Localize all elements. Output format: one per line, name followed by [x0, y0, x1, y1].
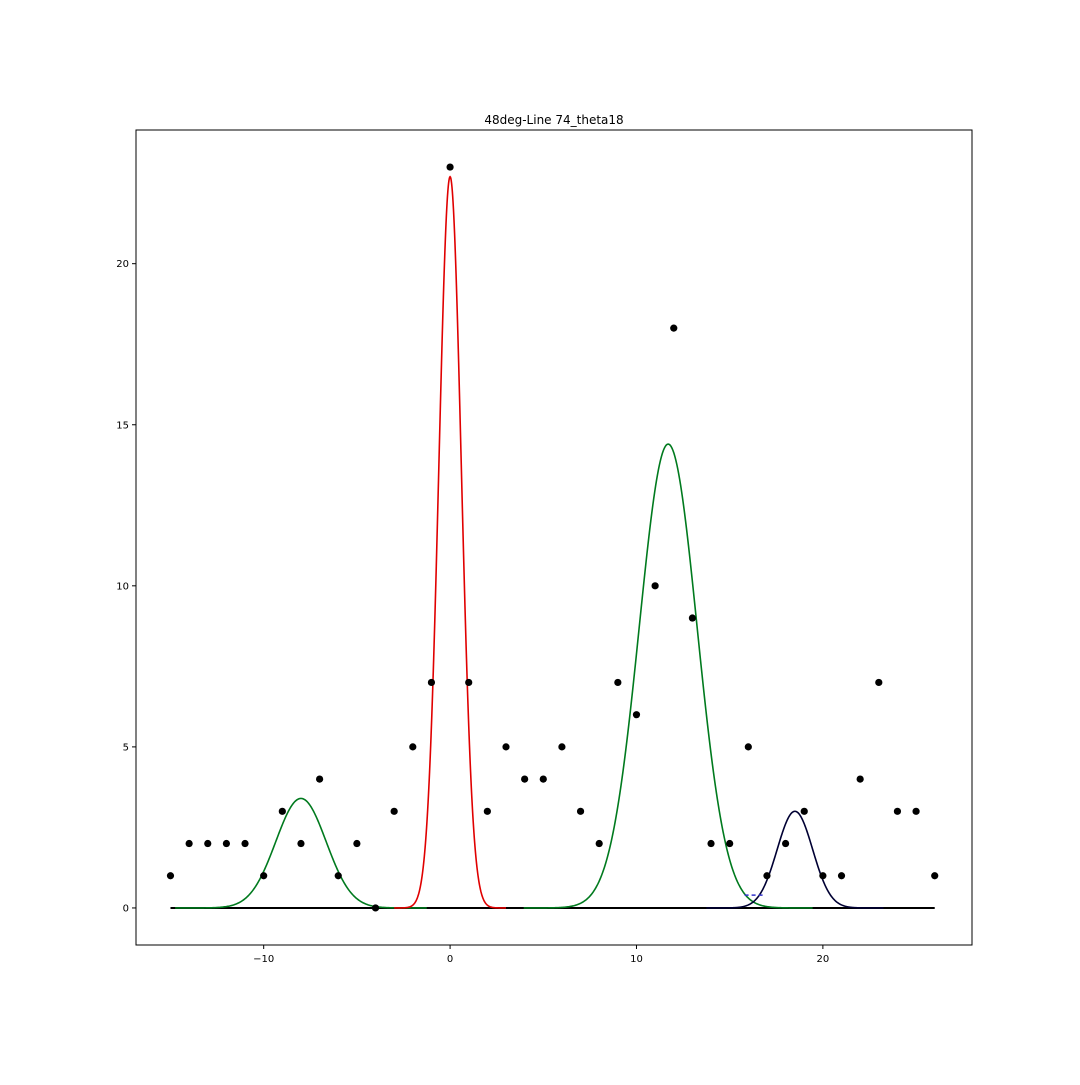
data-point — [409, 743, 417, 751]
data-point — [539, 775, 547, 783]
data-point — [260, 872, 268, 880]
data-point — [837, 872, 846, 880]
y-tick-label: 10 — [116, 581, 129, 592]
data-point — [483, 807, 491, 815]
y-tick-label: 15 — [116, 420, 129, 431]
data-point — [576, 807, 585, 815]
plot-frame — [135, 129, 973, 946]
ticks-layer: −10 0 10 20 0 5 10 15 20 — [116, 259, 829, 965]
data-point — [614, 678, 622, 687]
data-point — [763, 872, 771, 880]
x-tick-label: 20 — [817, 954, 830, 965]
data-point — [595, 839, 603, 848]
data-point — [185, 839, 193, 848]
data-point — [222, 839, 231, 848]
data-point — [856, 775, 864, 783]
data-point — [688, 614, 697, 622]
data-point — [427, 678, 436, 687]
fit-curve-1 — [175, 797, 427, 909]
data-point — [502, 743, 510, 751]
data-point — [893, 807, 902, 815]
y-tick-label: 0 — [123, 903, 129, 914]
data-point — [558, 743, 566, 751]
chart-title: 48deg-Line 74_theta18 — [484, 113, 623, 127]
data-point — [651, 582, 659, 590]
data-point — [465, 678, 473, 687]
data-point — [819, 872, 827, 880]
data-point — [912, 807, 920, 815]
data-point — [726, 839, 734, 848]
data-point — [316, 775, 324, 783]
data-point — [297, 839, 305, 848]
data-point — [204, 839, 212, 848]
data-point — [241, 839, 249, 848]
data-point — [875, 678, 883, 687]
y-tick-label: 20 — [116, 259, 129, 270]
data-point — [371, 904, 380, 912]
fit-curve-2 — [394, 175, 506, 909]
data-point — [782, 839, 790, 848]
data-point — [334, 872, 342, 880]
x-tick-label: −10 — [253, 954, 274, 965]
fit-curve-3 — [523, 443, 813, 909]
data-point — [446, 163, 454, 171]
data-point — [707, 839, 715, 848]
data-point — [166, 872, 175, 880]
data-point — [390, 807, 398, 815]
fit-curve-4 — [706, 810, 884, 909]
y-tick-label: 5 — [123, 742, 129, 753]
data-point — [278, 807, 286, 815]
data-point — [632, 711, 641, 719]
data-point — [353, 839, 361, 848]
data-point — [800, 807, 808, 815]
data-point — [521, 775, 529, 783]
data-point — [744, 743, 752, 751]
x-tick-label: 10 — [630, 954, 643, 965]
x-tick-label: 0 — [447, 954, 453, 965]
data-point — [670, 324, 678, 332]
data-point — [931, 872, 939, 880]
plot-layer — [166, 163, 939, 912]
